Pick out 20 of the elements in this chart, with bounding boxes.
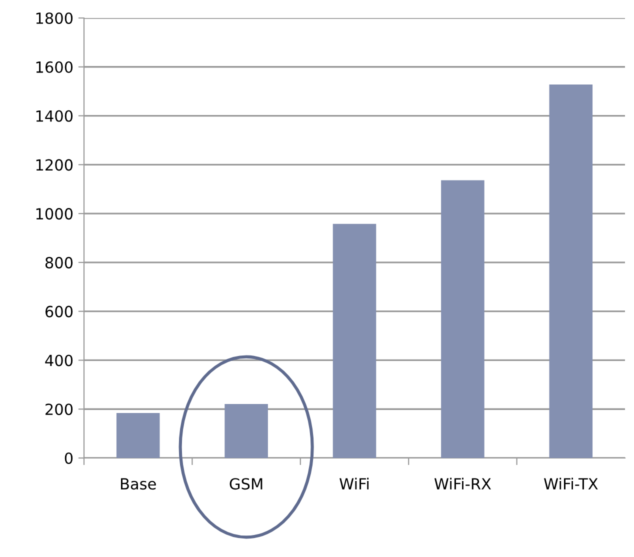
x-tick-label: Base — [120, 478, 156, 490]
bar — [549, 84, 593, 458]
y-tick-label: 1800 — [36, 12, 73, 24]
y-tick-label: 1400 — [36, 110, 73, 122]
y-tick-label: 0 — [64, 452, 73, 464]
bar — [116, 413, 160, 458]
bar — [332, 224, 376, 458]
x-tick-label: WiFi-RX — [434, 478, 491, 490]
x-tick-label: WiFi-TX — [544, 478, 598, 490]
y-tick-label: 1200 — [36, 159, 73, 171]
y-tick-label: 800 — [45, 256, 73, 268]
y-tick-label: 200 — [46, 404, 73, 416]
y-tick-label: 600 — [45, 306, 73, 318]
bar — [441, 180, 484, 458]
bar — [224, 404, 268, 458]
y-tick-label: 400 — [45, 354, 73, 366]
y-tick-label: 1000 — [36, 208, 73, 220]
x-tick-label: WiFi — [340, 478, 369, 490]
y-tick-label: 1600 — [36, 61, 73, 73]
x-tick-label: GSM — [230, 478, 262, 490]
